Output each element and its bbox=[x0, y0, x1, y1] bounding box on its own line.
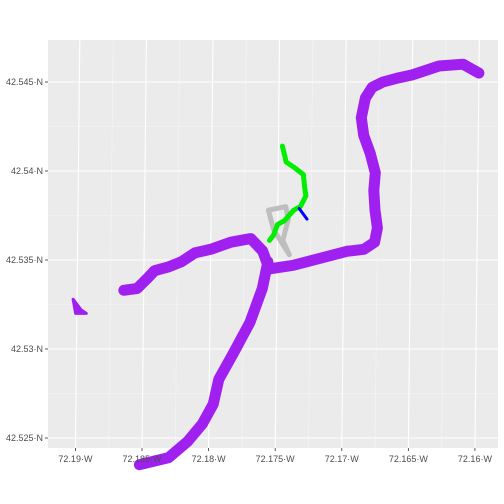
lon-tick-label: 72.185·W bbox=[122, 454, 162, 464]
grid-major-lon bbox=[407, 39, 414, 449]
map-layers bbox=[71, 58, 485, 471]
lat-tick-label: 42.525·N bbox=[6, 433, 43, 443]
grid-minor-lon bbox=[441, 39, 447, 449]
lon-tick-label: 72.175·W bbox=[256, 454, 296, 464]
map-panel bbox=[48, 40, 498, 448]
grid-minor-lon bbox=[308, 39, 314, 449]
lon-tick-label: 72.165·W bbox=[389, 454, 429, 464]
grid-minor-lon bbox=[175, 39, 180, 449]
map-layer-stream-blue bbox=[297, 206, 309, 221]
grid-minor-lon bbox=[108, 39, 114, 449]
lon-axis: 72.19·W 72.185·W 72.18·W 72.175·W 72.17·W 72.… bbox=[58, 448, 492, 464]
map-layer-river-segment-c bbox=[133, 256, 274, 471]
lat-axis: 42.525·N 42.53·N 42.535·N 42.54·N 42.545·N bbox=[6, 77, 48, 443]
lat-tick-label: 42.545·N bbox=[6, 77, 43, 87]
grid-major-lon bbox=[141, 39, 147, 449]
lat-tick-label: 42.53·N bbox=[11, 344, 43, 354]
lon-tick-label: 72.18·W bbox=[192, 454, 227, 464]
map-layer-river-fragment bbox=[71, 297, 88, 315]
grid-major-lon bbox=[341, 39, 347, 449]
lon-tick-label: 72.16·W bbox=[458, 454, 493, 464]
map-layer-river-segment-a bbox=[343, 58, 485, 257]
grid-major-lon bbox=[474, 39, 480, 449]
grid-major-lon bbox=[274, 39, 281, 449]
grid-major-lon bbox=[74, 39, 81, 449]
lat-tick-label: 42.54·N bbox=[11, 166, 43, 176]
lat-tick-label: 42.535·N bbox=[6, 255, 43, 265]
lon-tick-label: 72.19·W bbox=[58, 454, 93, 464]
lon-tick-label: 72.17·W bbox=[325, 454, 360, 464]
map-layer-stream-green bbox=[267, 143, 309, 243]
